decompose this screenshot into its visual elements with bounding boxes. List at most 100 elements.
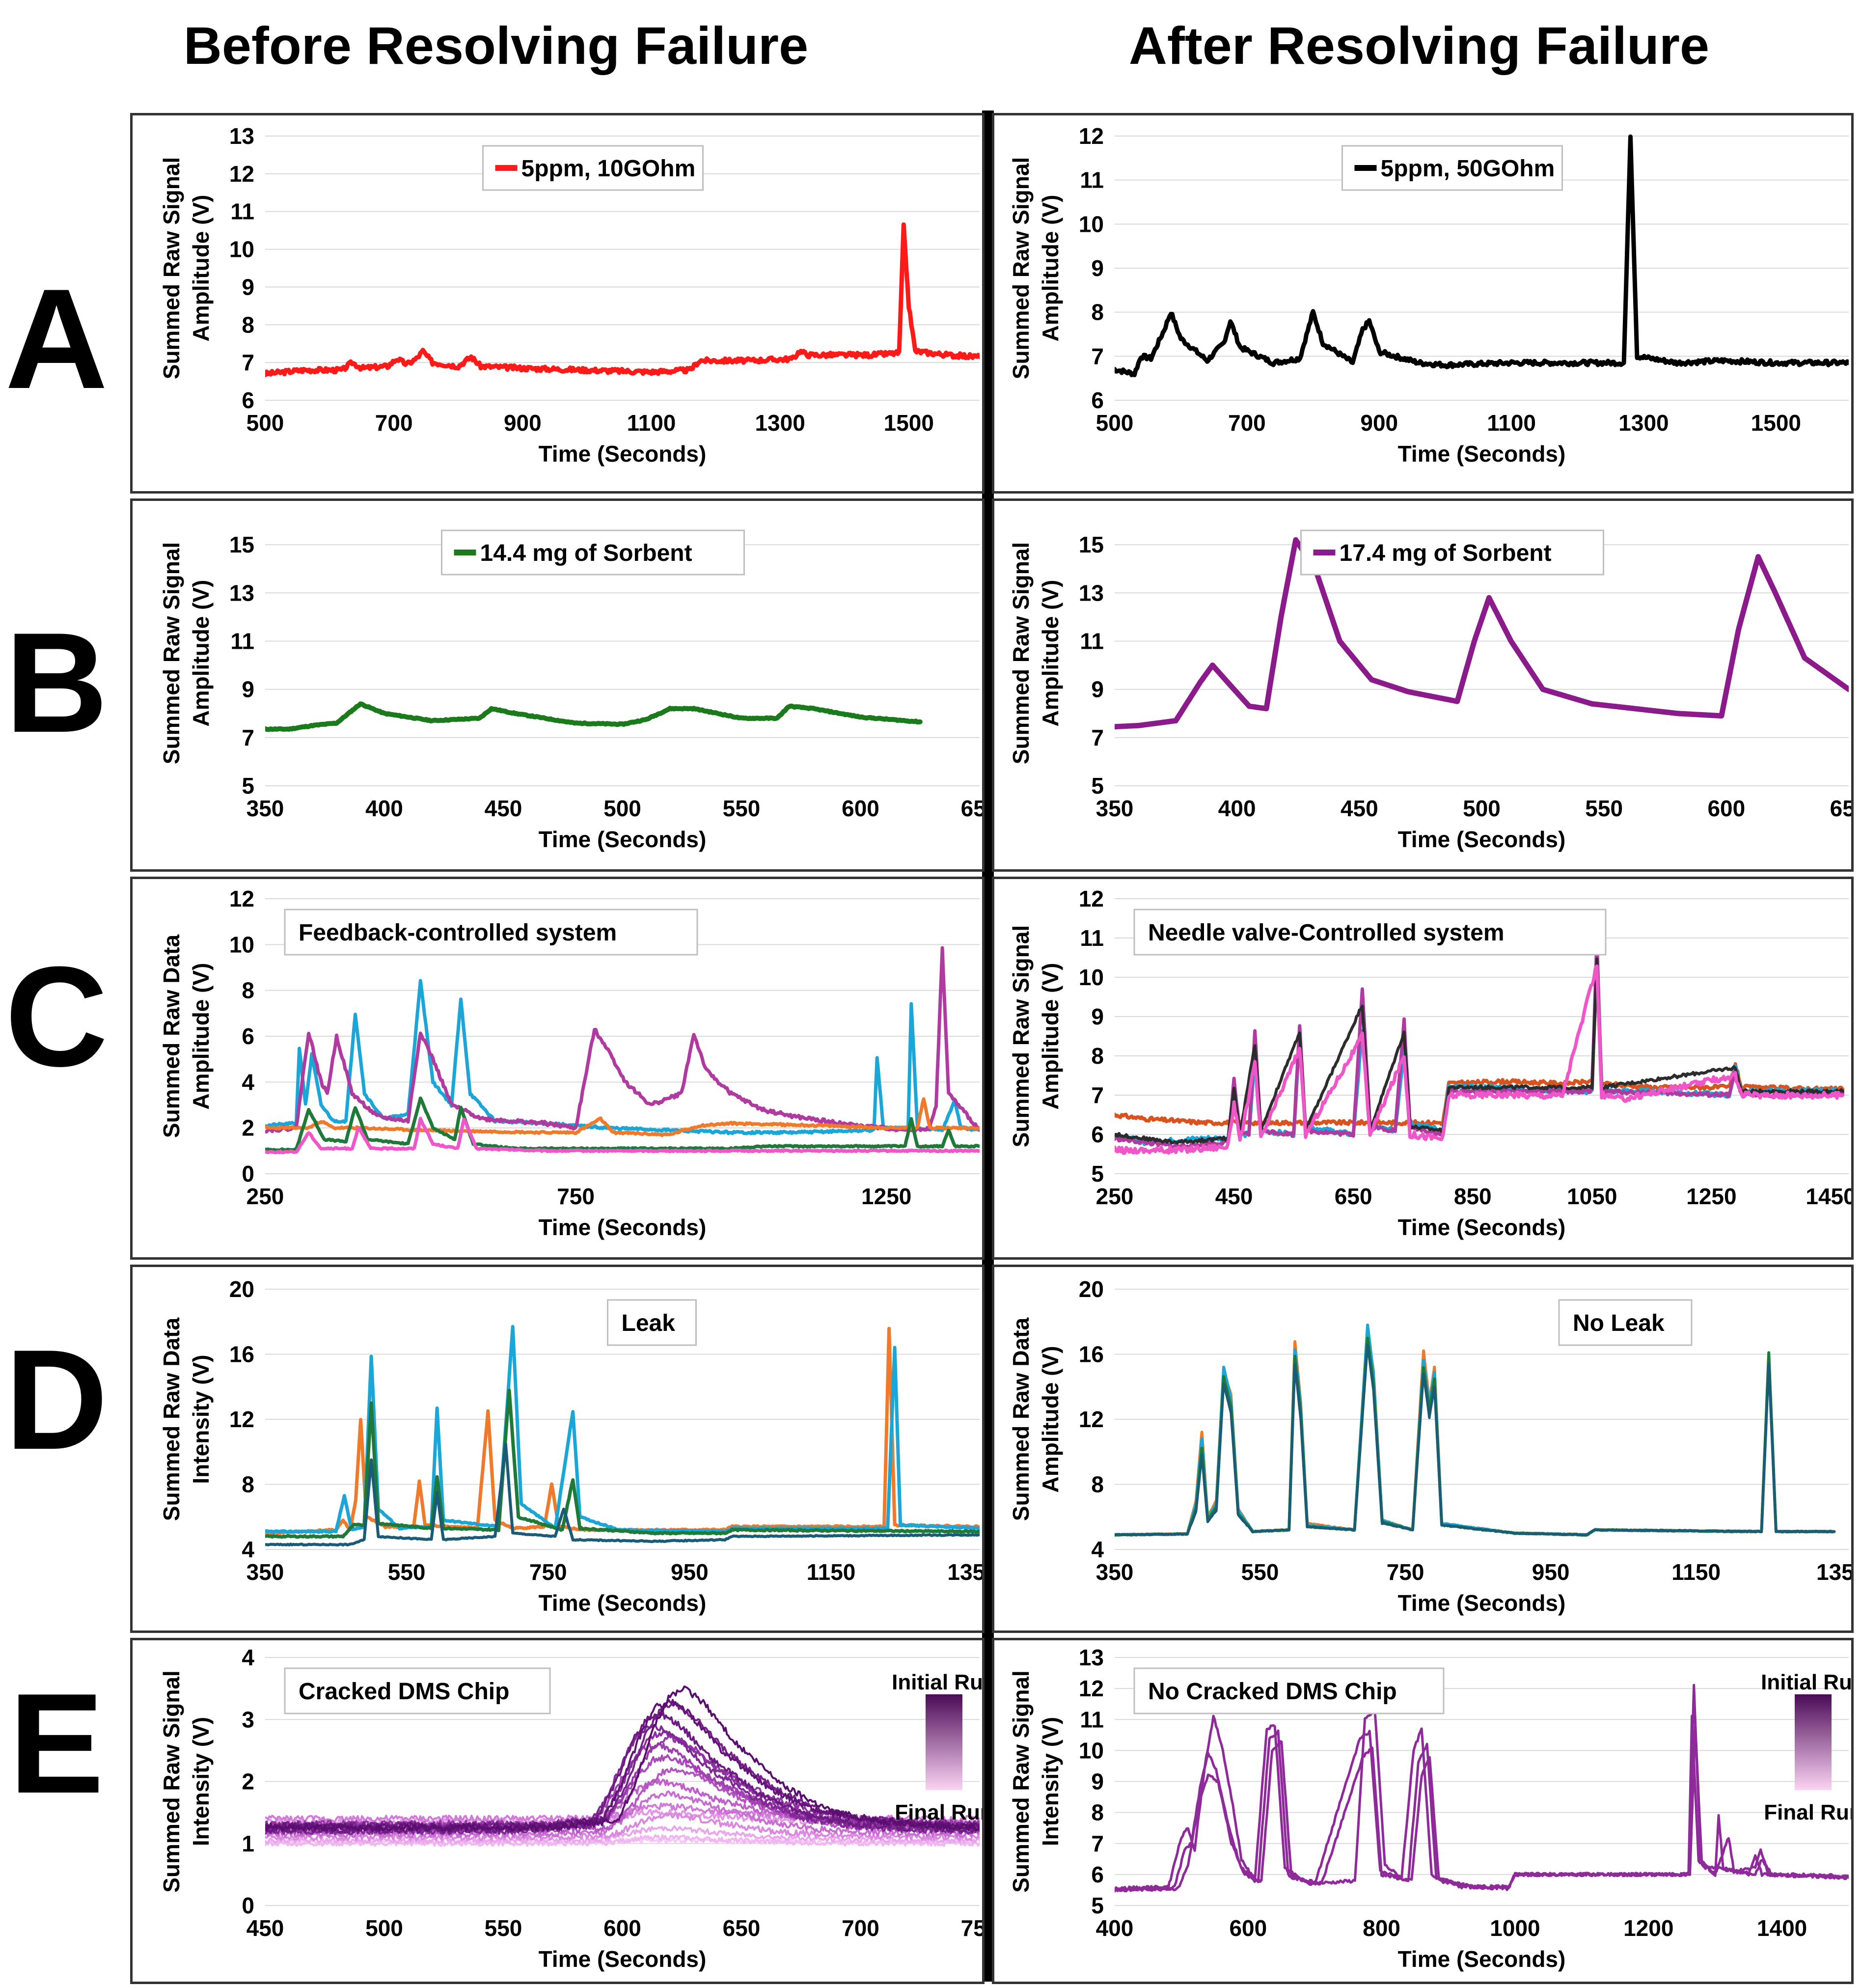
annotation-label: No Cracked DMS Chip	[1148, 1679, 1397, 1705]
y-tick-label: 8	[1091, 1472, 1104, 1497]
y-tick-label: 12	[1079, 1407, 1104, 1432]
series-line-4	[265, 1096, 980, 1152]
x-tick-label: 650	[723, 1915, 761, 1941]
y-tick-label: 12	[1079, 123, 1104, 149]
y-axis-label: Intensity (V)	[1038, 1717, 1063, 1846]
x-tick-label: 900	[1360, 410, 1398, 436]
y-tick-label: 20	[1079, 1276, 1104, 1302]
panel-e-after: 5 6 7 8 9 10 11 12 13 400 600 800 1000 1200 1400 Time (…	[992, 1638, 1854, 1984]
y-tick-label: 10	[1079, 1738, 1104, 1763]
y-tick-label: 6	[1091, 1122, 1104, 1147]
x-axis-label: Time (Seconds)	[1398, 1946, 1566, 1972]
series-line-5	[265, 1117, 980, 1155]
y-tick-label: 3	[242, 1707, 254, 1732]
x-tick-label: 1200	[1623, 1915, 1673, 1941]
y-tick-label: 7	[1091, 1831, 1104, 1856]
chart-c-after: 5 6 7 8 9 10 11 12 250 450 650 850 1050 1250 1450 Time …	[1008, 886, 1851, 1240]
y-tick-label: 7	[1091, 343, 1104, 369]
row-label-d: D	[5, 1320, 108, 1479]
x-tick-label: 1250	[861, 1184, 911, 1209]
x-tick-label: 800	[1363, 1915, 1400, 1941]
x-tick-label: 350	[1096, 796, 1134, 821]
x-tick-label: 450	[246, 1915, 284, 1941]
gradient-legend-bottom-label: Final Run	[1764, 1800, 1851, 1824]
y-axis-label: Amplitude (V)	[188, 195, 214, 342]
y-axis-label: Amplitude (V)	[1038, 1346, 1063, 1493]
annotation-box	[1558, 1299, 1693, 1346]
x-tick-label: 550	[485, 1915, 522, 1941]
header-after: After Resolving Failure	[1128, 16, 1710, 75]
x-tick-label: 400	[1096, 1915, 1134, 1941]
series-line-1	[265, 222, 980, 378]
series-line-1	[265, 701, 923, 732]
y-axis-label: Amplitude (V)	[188, 963, 214, 1110]
x-axis-label: Time (Seconds)	[539, 441, 707, 467]
chart-e-after: 5 6 7 8 9 10 11 12 13 400 600 800 1000 1200 1400 Time (…	[1008, 1645, 1851, 1972]
panel-c-after: 5 6 7 8 9 10 11 12 250 450 650 850 1050 1250 1450 Time …	[992, 877, 1854, 1260]
series-line-1	[1115, 1684, 1849, 1893]
row-label-b: B	[5, 603, 108, 762]
y-tick-label: 11	[1080, 628, 1104, 654]
x-axis-label: Time (Seconds)	[1398, 1590, 1566, 1616]
series-line-2	[1115, 1714, 1849, 1891]
y-tick-label: 8	[242, 1472, 254, 1497]
chart-c-before: 0 2 4 6 8 10 12 250 750 1250 Time (Seconds) Summed …	[159, 886, 980, 1240]
y-axis-label: Amplitude (V)	[188, 580, 214, 727]
y-tick-label: 9	[242, 274, 254, 300]
run-line-4	[265, 1701, 980, 1829]
x-axis-label: Time (Seconds)	[539, 1946, 707, 1972]
gradient-legend-top-label: Initial Run	[892, 1670, 982, 1694]
x-tick-label: 1450	[1806, 1184, 1851, 1209]
x-tick-label: 650	[961, 796, 982, 821]
row-label-c: C	[5, 937, 108, 1096]
y-tick-label: 8	[1091, 1800, 1104, 1825]
x-tick-label: 450	[1215, 1184, 1253, 1209]
chart-e-before: 0 1 2 3 4 450 500 550 600 650 700 750 Time (Seconds)…	[159, 1645, 982, 1972]
annotation-box	[1133, 1667, 1445, 1714]
x-tick-label: 550	[1241, 1559, 1279, 1585]
run-line-14	[265, 1812, 980, 1842]
x-tick-label: 550	[388, 1559, 426, 1585]
series-line-2	[1115, 1324, 1836, 1537]
y-tick-label: 4	[242, 1645, 254, 1670]
y-tick-label: 13	[1079, 1645, 1104, 1670]
y-tick-label: 11	[1080, 925, 1104, 951]
y-tick-label: 7	[242, 350, 254, 375]
y-tick-label: 12	[229, 1407, 254, 1432]
y-tick-label: 6	[1091, 1862, 1104, 1887]
run-line-3	[265, 1711, 980, 1834]
annotation-label: No Leak	[1573, 1310, 1665, 1336]
chart-a-after: 6 7 8 9 10 11 12 500 700 900 1100 1300 1500 Time (Sec…	[1008, 123, 1849, 467]
y-tick-label: 12	[1079, 886, 1104, 911]
panel-b-after: 5 7 9 11 13 15 350 400 450 500 550 600 650 Time (Seco…	[992, 498, 1854, 872]
x-tick-label: 1500	[884, 410, 934, 436]
y-tick-label: 11	[230, 628, 254, 654]
x-tick-label: 450	[1341, 796, 1378, 821]
legend-label: 17.4 mg of Sorbent	[1340, 540, 1552, 566]
series-line-1	[1115, 537, 1849, 730]
y-tick-label: 12	[229, 161, 254, 187]
x-tick-label: 950	[1532, 1559, 1570, 1585]
panel-e-before: 0 1 2 3 4 450 500 550 600 650 700 750 Time (Seconds)…	[130, 1638, 985, 1984]
x-tick-label: 1000	[1490, 1915, 1540, 1941]
x-tick-label: 650	[1335, 1184, 1372, 1209]
annotation-box	[607, 1299, 697, 1346]
y-axis-label: Summed Raw Data	[159, 1318, 184, 1521]
x-tick-label: 500	[365, 1915, 403, 1941]
y-tick-label: 5	[1091, 1161, 1104, 1187]
y-tick-label: 7	[1091, 725, 1104, 750]
series-line-3	[265, 1097, 980, 1137]
x-tick-label: 400	[1218, 796, 1256, 821]
y-axis-label: Summed Raw Signal	[1008, 157, 1034, 379]
y-tick-label: 0	[242, 1893, 254, 1918]
x-tick-label: 500	[1096, 410, 1134, 436]
panel-a-after: 6 7 8 9 10 11 12 500 700 900 1100 1300 1500 Time (Sec…	[992, 113, 1854, 494]
x-tick-label: 500	[1463, 796, 1501, 821]
annotation-box	[284, 1667, 551, 1714]
x-tick-label: 600	[1707, 796, 1745, 821]
y-axis-label: Amplitude (V)	[1038, 580, 1063, 727]
y-axis-label: Summed Raw Signal	[159, 157, 184, 379]
